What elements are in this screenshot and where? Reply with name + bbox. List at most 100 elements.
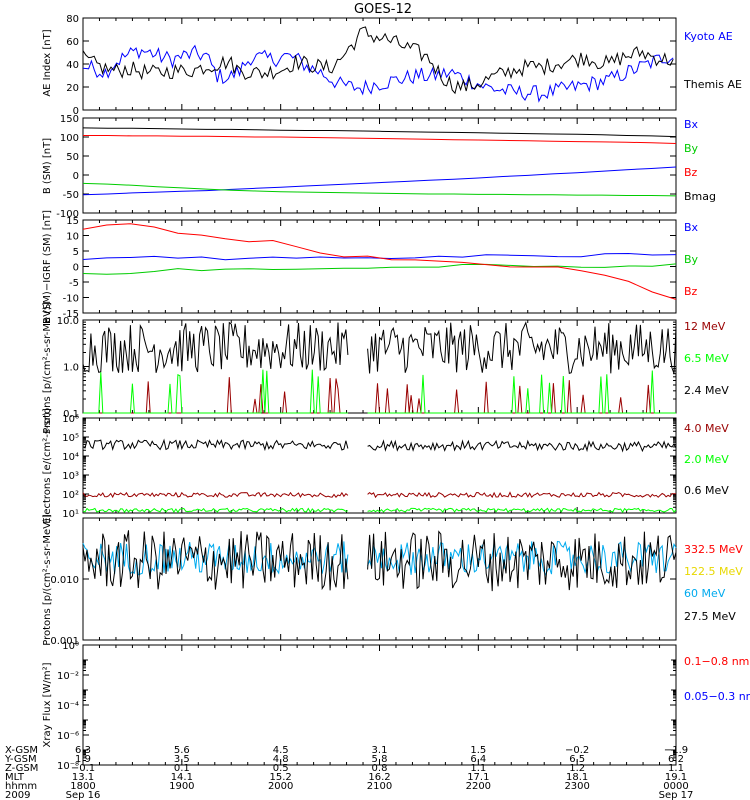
- series-line-Themis-AE: [82, 26, 674, 95]
- panel-frame: [82, 417, 677, 514]
- ephem-cell: 18.1: [566, 772, 588, 783]
- legend-label: 0.1−0.8 nm: [684, 655, 749, 668]
- ephem-cell: Sep 17: [659, 790, 694, 800]
- series-line-2-4-MeV: [367, 321, 677, 374]
- ephem-cell: 1.1: [668, 763, 684, 774]
- ephem-cell: 3.5: [174, 754, 190, 765]
- legend-label: Themis AE: [683, 78, 742, 91]
- panel-bsm: -100 -50 0 50 100 150 B (SM) [nT] Bx By Bz Bmag: [42, 114, 716, 220]
- ephem-cell: 13.1: [72, 772, 94, 783]
- ephem-cell: 6.5: [569, 754, 585, 765]
- ephem-cell: 2200: [466, 781, 491, 792]
- y-tick-label: 10⁻⁶: [57, 731, 79, 742]
- y-axis-label: B (SM)−IGRF (SM) [nT]: [42, 210, 53, 324]
- panel-frame: [82, 219, 677, 314]
- y-tick-label: -100: [56, 209, 79, 220]
- ephem-row-label: hhmm: [5, 781, 37, 792]
- y-tick-label: 0.001: [50, 636, 79, 647]
- y-tick-label: 50: [66, 152, 79, 163]
- legend-label: 27.5 MeV: [684, 610, 736, 623]
- ephem-cell: 4.8: [273, 754, 289, 765]
- ephem-cell: Sep 16: [66, 790, 101, 800]
- plot-title: GOES-12: [354, 2, 412, 17]
- ephem-cell: 16.2: [368, 772, 390, 783]
- y-tick-label: 0: [73, 263, 79, 274]
- series-line-6-5-MeV: [83, 369, 348, 414]
- legend-label: 2.4 MeV: [684, 384, 729, 397]
- panel-electrons: 10¹ 10² 10³ 10⁴ 10⁵ 10⁶ Electrons [e/(cm²-s-sr…: [42, 408, 729, 524]
- y-axis-label: Protons [p/(cm²-s-sr-MeV)]: [42, 514, 53, 646]
- y-tick-label: 150: [60, 114, 79, 125]
- ephem-cell: 0.8: [372, 763, 388, 774]
- legend-label: 6.5 MeV: [684, 352, 729, 365]
- ephem-cell: 4.5: [273, 745, 289, 756]
- y-axis-label: Electrons [e/(cm²-s-sr)]: [42, 408, 53, 524]
- series-line-60-MeV: [82, 541, 349, 576]
- series-line-27-5-MeV: [82, 530, 349, 591]
- y-axis-label: AE Index [nT]: [42, 29, 53, 96]
- ephem-cell: 3.1: [372, 745, 388, 756]
- ephem-cell: 1.5: [470, 745, 486, 756]
- series-line-Bz: [83, 135, 677, 144]
- ephem-cell: 1900: [169, 781, 194, 792]
- series-line-Bz: [82, 223, 677, 300]
- series-line-6-5-MeV: [367, 370, 676, 414]
- series-line-27-5-MeV: [367, 530, 677, 592]
- legend-label: 4.0 MeV: [684, 422, 729, 435]
- y-tick-label: 100: [60, 133, 79, 144]
- legend-label: Kyoto AE: [684, 30, 733, 43]
- ephem-row-label: 2009: [5, 790, 30, 800]
- ephem-cell: 17.1: [467, 772, 489, 783]
- y-tick-label: -10: [63, 294, 79, 305]
- y-tick-label: 10: [66, 232, 79, 243]
- y-tick-label: 10⁶: [62, 414, 79, 425]
- y-tick-label: 0.1: [63, 409, 79, 420]
- legend-label: 60 MeV: [684, 587, 726, 600]
- series-line-0-6-MeV: [82, 438, 349, 452]
- y-tick-label: 10⁻⁴: [57, 701, 79, 712]
- series-line-Kyoto-AE: [82, 44, 674, 103]
- y-tick-label: 10⁰: [62, 641, 79, 652]
- series-line-2-0-MeV: [367, 507, 677, 514]
- ephem-row-label: MLT: [5, 772, 25, 783]
- y-tick-label: 0.010: [50, 575, 79, 586]
- panel-bgrf: -15 -10 -5 0 5 10 15 B (SM)−IGRF (SM) [nT] Bx By B…: [42, 210, 699, 324]
- ephem-cell: 5.8: [372, 754, 388, 765]
- y-tick-label: 10⁴: [62, 452, 79, 463]
- panel-frame: [82, 517, 677, 641]
- legend-label: Bx: [684, 221, 699, 234]
- y-axis-label: Xray Flux [W/m²]: [42, 662, 53, 747]
- y-tick-label: 80: [66, 14, 79, 25]
- y-axis-label: B (SM) [nT]: [42, 138, 53, 194]
- ephem-cell: 1.2: [569, 763, 585, 774]
- y-tick-label: 10⁵: [62, 433, 79, 444]
- series-line-0-6-MeV: [367, 439, 677, 453]
- series-line-By: [82, 182, 677, 197]
- y-tick-label: 15: [66, 216, 79, 227]
- ephem-cell: 2100: [367, 781, 392, 792]
- y-tick-label: 5: [73, 247, 79, 258]
- ephem-cell: 0.1: [174, 763, 190, 774]
- ephem-cell: 6.2: [668, 754, 684, 765]
- y-tick-label: 20: [66, 83, 79, 94]
- legend-label: 0.05−0.3 nm: [684, 690, 750, 703]
- ephem-cell: 6.4: [470, 754, 486, 765]
- ephem-cell: −0.1: [71, 763, 95, 774]
- legend-label: Bx: [684, 118, 699, 131]
- legend-label: Bz: [684, 166, 698, 179]
- legend-label: 0.6 MeV: [684, 484, 729, 497]
- legend-label: Bz: [684, 285, 698, 298]
- panel-frame: [82, 117, 677, 214]
- ephem-cell: 1800: [70, 781, 95, 792]
- ephem-row-label: Z-GSM: [5, 763, 38, 774]
- legend-label: 12 MeV: [684, 320, 726, 333]
- ephem-cell: 1.1: [470, 763, 486, 774]
- series-line-4-0-MeV: [367, 491, 677, 499]
- ephem-row-label: X-GSM: [5, 745, 38, 756]
- y-tick-label: 10⁻²: [57, 671, 79, 682]
- y-tick-label: 10.0: [57, 316, 79, 327]
- ephem-cell: 19.1: [665, 772, 687, 783]
